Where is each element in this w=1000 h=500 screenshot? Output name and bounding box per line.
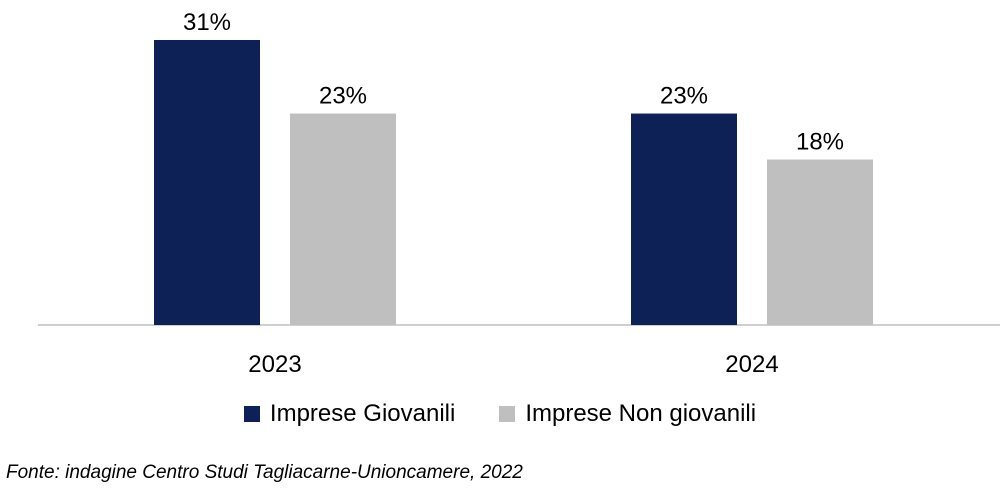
bar-2024-non-giovanili (767, 159, 873, 325)
bar-chart: 31% 23% 2023 23% 18% 2024 (38, 9, 1000, 378)
data-label-2023-non-giovanili: 23% (319, 83, 367, 110)
legend-swatch-giovanili (243, 406, 260, 422)
legend: Imprese Giovanili Imprese Non giovanili (0, 400, 1000, 428)
legend-label-non-giovanili: Imprese Non giovanili (525, 400, 757, 427)
legend-item-giovanili: Imprese Giovanili (243, 400, 456, 428)
data-label-2023-giovanili: 31% (183, 9, 231, 36)
bar-2023-non-giovanili (290, 113, 396, 325)
legend-swatch-non-giovanili (499, 406, 516, 422)
legend-item-non-giovanili: Imprese Non giovanili (499, 400, 756, 428)
data-label-2024-giovanili: 23% (660, 83, 708, 110)
bar-2024-giovanili (631, 113, 737, 325)
source-note: Fonte: indagine Centro Studi Tagliacarne… (6, 462, 523, 483)
legend-label-giovanili: Imprese Giovanili (269, 400, 456, 427)
data-label-2024-non-giovanili: 18% (796, 129, 844, 156)
bar-2023-giovanili (154, 40, 260, 325)
x-tick-label-2024: 2024 (725, 351, 778, 378)
x-tick-label-2023: 2023 (248, 351, 301, 378)
